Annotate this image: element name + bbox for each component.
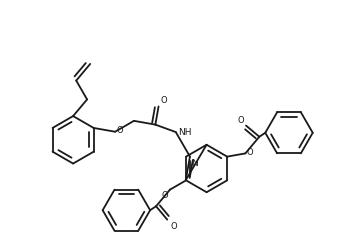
Text: O: O [161,191,168,200]
Text: O: O [237,116,244,124]
Text: N: N [191,159,198,167]
Text: O: O [116,126,123,135]
Text: NH: NH [178,127,191,137]
Text: O: O [246,148,253,157]
Text: O: O [170,222,177,230]
Text: O: O [160,96,167,105]
